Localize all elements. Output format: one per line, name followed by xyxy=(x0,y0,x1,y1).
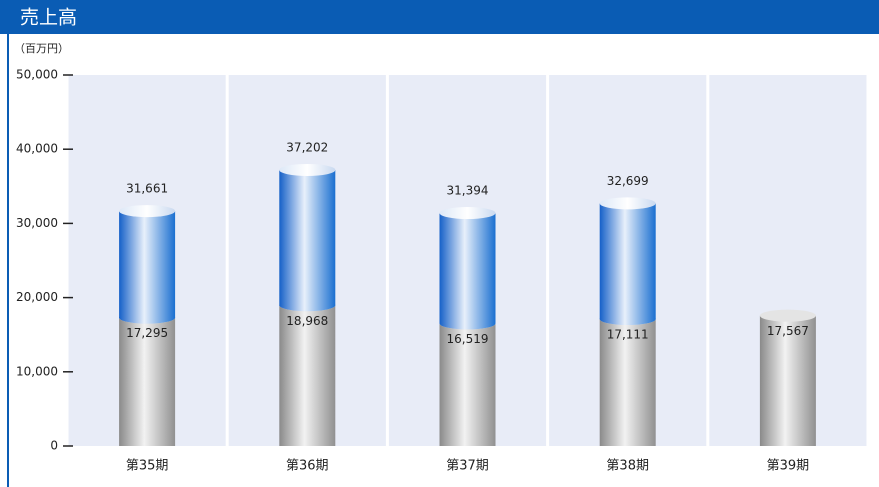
y-tick-label: 30,000 xyxy=(16,216,58,230)
bar-base xyxy=(119,311,176,324)
value-label: 18,968 xyxy=(286,314,328,328)
value-label: 37,202 xyxy=(286,140,328,154)
bar-cap xyxy=(759,309,816,322)
bar xyxy=(279,169,336,306)
value-label: 17,295 xyxy=(126,326,168,340)
value-label: 31,394 xyxy=(447,184,489,198)
y-tick-label: 50,000 xyxy=(16,68,58,82)
x-tick-label: 第39期 xyxy=(767,459,810,474)
y-tick-label: 40,000 xyxy=(16,142,58,156)
chart-title: 売上高 xyxy=(20,7,77,29)
x-tick-label: 第37期 xyxy=(446,459,489,474)
bar-base xyxy=(599,313,656,326)
value-label: 31,661 xyxy=(126,182,168,196)
bar xyxy=(599,319,656,446)
value-label: 17,567 xyxy=(767,324,809,338)
x-tick-label: 第38期 xyxy=(606,459,649,474)
y-tick-label: 0 xyxy=(50,439,58,453)
bar-cap xyxy=(599,197,656,210)
bar xyxy=(119,317,176,446)
bar xyxy=(439,213,496,324)
value-label: 17,111 xyxy=(607,328,649,342)
bar xyxy=(279,305,336,446)
bar xyxy=(759,315,816,446)
bar-cap xyxy=(439,207,496,220)
left-border xyxy=(7,34,9,487)
header-bar xyxy=(0,0,879,34)
bar xyxy=(439,323,496,446)
bar xyxy=(119,211,176,318)
bar-cap xyxy=(119,205,176,218)
x-tick-label: 第36期 xyxy=(286,459,329,474)
bar-cap xyxy=(279,163,336,176)
bar-base xyxy=(279,299,336,312)
unit-label: （百万円） xyxy=(14,42,69,55)
bar-base xyxy=(439,317,496,330)
y-tick-label: 10,000 xyxy=(16,364,58,378)
value-label: 16,519 xyxy=(447,332,489,346)
bar xyxy=(599,203,656,320)
y-tick-label: 20,000 xyxy=(16,290,58,304)
value-label: 32,699 xyxy=(607,174,649,188)
x-tick-label: 第35期 xyxy=(126,459,169,474)
